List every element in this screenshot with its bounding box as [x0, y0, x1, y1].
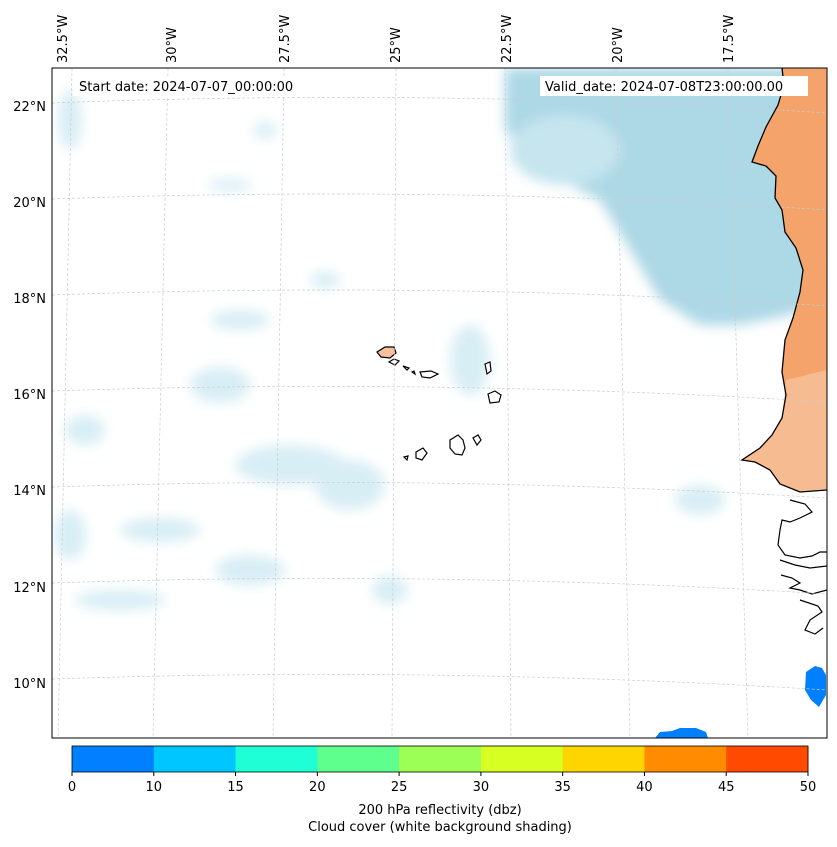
- parallel-line: [52, 386, 827, 403]
- meridian-line: [615, 68, 631, 738]
- land-lighter-shade: [742, 370, 827, 492]
- colorbar-tick-label: 25: [391, 780, 408, 795]
- lon-label: 27.5°W: [278, 15, 293, 63]
- meridian-line: [152, 68, 169, 738]
- colorbar-border: [71, 745, 809, 773]
- colorbar-tick-label: 50: [800, 780, 817, 795]
- lat-label: 20°N: [13, 196, 46, 211]
- colorbar-ticks: 0 10 15 20 25 30 35 40 45 50: [68, 772, 816, 795]
- meridian-line: [504, 68, 512, 738]
- colorbar-segment: [480, 746, 564, 772]
- cloud-cover-layer: [54, 68, 827, 610]
- parallel-line: [52, 578, 827, 595]
- island-brava: [402, 455, 409, 462]
- start-date-label: Start date: 2024-07-07_00:00:00: [79, 80, 293, 95]
- colorbar-segment: [72, 746, 155, 772]
- colorbar-label: 200 hPa reflectivity (dbz): [358, 803, 521, 818]
- latitude-labels: 22°N 20°N 18°N 16°N 14°N 12°N 10°N: [13, 100, 46, 692]
- valid-date-label: Valid_date: 2024-07-08T23:00:00.00: [545, 80, 783, 95]
- cloud-patch: [65, 415, 105, 445]
- colorbar-tick-label: 45: [718, 780, 735, 795]
- cloud-patch: [190, 367, 250, 403]
- colorbar-tick-label: 20: [309, 780, 326, 795]
- colorbar-segment: [235, 746, 318, 772]
- cloud-patch: [253, 122, 277, 138]
- parallel-line: [52, 193, 827, 211]
- island-santiago: [449, 434, 466, 456]
- cloud-patch: [235, 445, 345, 485]
- island-sao-nicolau: [419, 370, 440, 379]
- island-sal: [484, 361, 492, 376]
- cloud-patch: [450, 325, 490, 395]
- lat-label: 22°N: [13, 100, 46, 115]
- colorbar-tick-label: 35: [554, 780, 571, 795]
- cloud-patch: [215, 555, 285, 585]
- colorbar-segment: [399, 746, 482, 772]
- colorbar-segment: [644, 746, 727, 772]
- lat-label: 14°N: [13, 484, 46, 499]
- colorbar-tick-label: 30: [473, 780, 490, 795]
- lon-label: 22.5°W: [500, 15, 515, 63]
- cloud-patch: [120, 518, 200, 542]
- colorbar-segments: [72, 746, 809, 772]
- meridian-line: [391, 68, 397, 738]
- cloud-patch: [310, 272, 340, 288]
- colorbar-tick-label: 40: [636, 780, 653, 795]
- coastline-africa: [740, 68, 827, 493]
- cloud-patch: [372, 576, 408, 604]
- parallel-line: [52, 97, 827, 114]
- longitude-labels: 32.5°W 30°W 27.5°W 25°W 22.5°W 20°W 17.5…: [56, 15, 737, 63]
- graticule: [52, 68, 827, 738]
- cloud-patch: [510, 115, 620, 185]
- colorbar: 0 10 15 20 25 30 35 40 45 50 200 hPa reflectivity…: [68, 745, 816, 835]
- colorbar-segment: [153, 746, 237, 772]
- colorbar-segment: [317, 746, 400, 772]
- valid-date-box: [540, 76, 808, 96]
- reflectivity-patch: [655, 728, 708, 738]
- colorbar-segment: [562, 746, 645, 772]
- cloud-patch: [675, 485, 725, 515]
- island-fogo: [415, 447, 428, 461]
- lon-label: 20°W: [611, 27, 626, 63]
- island-islet: [410, 370, 417, 376]
- meridian-line: [57, 68, 73, 738]
- parallel-line: [52, 674, 827, 691]
- cloud-patch: [54, 510, 86, 560]
- cloud-patch: [58, 90, 82, 150]
- colorbar-segment: [726, 746, 809, 772]
- meridian-line: [727, 68, 749, 738]
- cloud-patch: [208, 179, 252, 191]
- cloud-patch: [210, 310, 270, 330]
- lon-label: 17.5°W: [722, 15, 737, 63]
- island-santo-antao: [376, 346, 397, 359]
- meridian-line: [272, 68, 285, 738]
- lon-label: 25°W: [389, 27, 404, 63]
- start-date-box: [73, 76, 317, 96]
- colorbar-tick-label: 0: [68, 780, 76, 795]
- lon-label: 30°W: [165, 27, 180, 63]
- colorbar-sublabel: Cloud cover (white background shading): [308, 820, 572, 835]
- colorbar-tick-label: 15: [227, 780, 244, 795]
- lat-label: 12°N: [13, 581, 46, 596]
- cape-verde-islands: [376, 346, 502, 462]
- island-boa-vista: [487, 390, 502, 404]
- reflectivity-patch: [805, 666, 826, 707]
- lat-label: 18°N: [13, 292, 46, 307]
- cloud-patch: [75, 590, 165, 610]
- colorbar-tick-label: 10: [146, 780, 163, 795]
- map-border: [51, 67, 828, 739]
- island-santa-luzia: [402, 365, 411, 371]
- coastline-senegambia: [777, 499, 827, 635]
- parallel-line: [52, 482, 827, 499]
- parallel-line: [52, 289, 827, 307]
- lat-label: 16°N: [13, 388, 46, 403]
- lat-label: 10°N: [13, 677, 46, 692]
- island-maio: [472, 434, 482, 447]
- cloud-patch: [315, 460, 385, 510]
- island-sao-vicente: [387, 358, 401, 366]
- lon-label: 32.5°W: [56, 15, 71, 63]
